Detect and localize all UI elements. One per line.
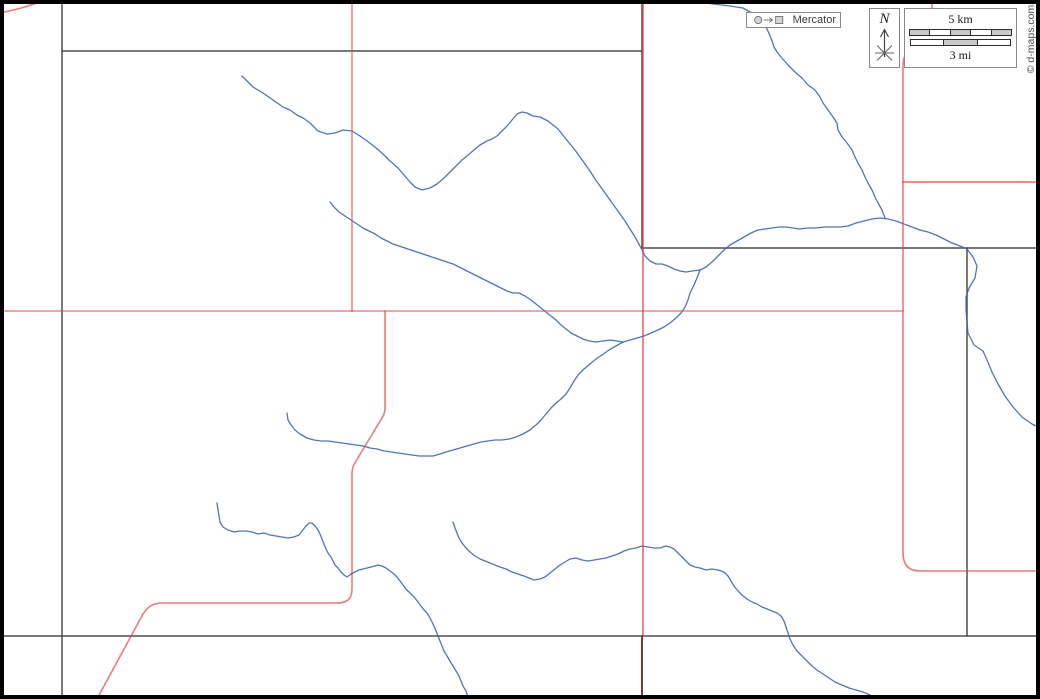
scale-bar: 5 km 3 mi: [904, 8, 1017, 68]
river-south-left: [216, 502, 469, 698]
river-central-upper: [329, 201, 624, 343]
river-main-stem: [699, 217, 1040, 429]
north-label: N: [879, 11, 890, 27]
scale-mi-label: 3 mi: [949, 48, 972, 62]
north-indicator: N: [869, 8, 900, 68]
scale-km-segment-5: [990, 30, 1012, 35]
projection-transform-icon: [754, 16, 784, 24]
scale-km-segment-2: [929, 30, 950, 35]
river-northwest: [241, 75, 701, 273]
compass-arrow-icon: [875, 28, 894, 61]
copyright-text: © d-maps.com: [1025, 4, 1037, 74]
river-north: [694, 0, 886, 219]
scale-km-label: 5 km: [948, 12, 973, 26]
scale-mi-segment-3: [976, 40, 1010, 45]
river-southwest-tributary: [286, 341, 624, 457]
scale-km-segment-3: [949, 30, 971, 35]
scale-bar-km: [909, 29, 1012, 36]
scale-bar-mi: [910, 39, 1011, 46]
river-south-central: [452, 521, 871, 696]
river-central-link: [622, 269, 701, 343]
projection-label: Mercator: [792, 13, 836, 26]
scale-mi-segment-2: [943, 40, 977, 45]
scale-km-segment-4: [970, 30, 991, 35]
rivers-group: [216, 0, 1040, 698]
scale-km-segment-1: [910, 30, 930, 35]
road-southwest: [96, 310, 386, 699]
projection-legend: Mercator: [746, 12, 841, 28]
road-northeast: [902, 0, 1040, 572]
scale-mi-segment-1: [911, 40, 944, 45]
